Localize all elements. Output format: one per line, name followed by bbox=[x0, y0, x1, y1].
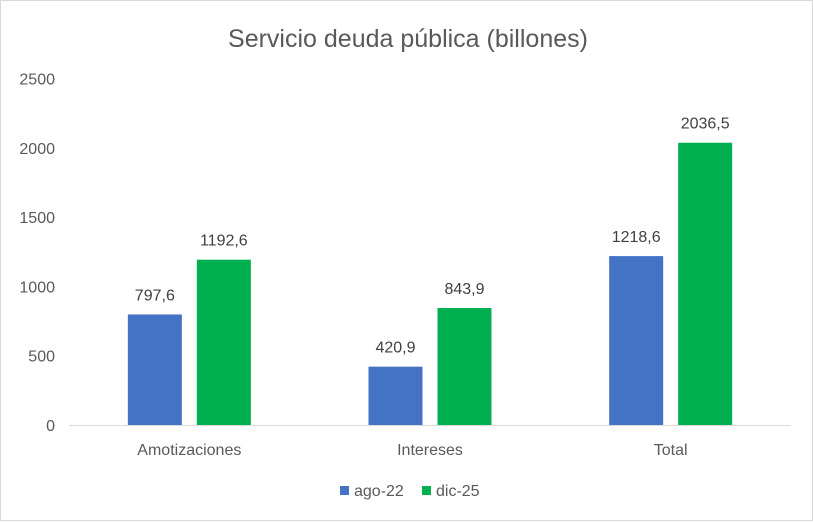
bar-ago-22 bbox=[368, 366, 423, 425]
data-label: 1192,6 bbox=[200, 233, 248, 250]
chart-title: Servicio deuda pública (billones) bbox=[228, 25, 588, 53]
bar-ago-22 bbox=[609, 256, 664, 425]
data-label: 843,9 bbox=[444, 281, 484, 298]
legend-label: ago-22 bbox=[354, 483, 404, 500]
x-category-label: Intereses bbox=[397, 442, 463, 459]
legend-swatch-ago-22 bbox=[340, 486, 349, 495]
legend: ago-22 dic-25 bbox=[340, 483, 480, 500]
x-category-label: Amotizaciones bbox=[137, 442, 241, 459]
data-labels: 797,6 1192,6 420,9 843,9 1218,6 2036,5 bbox=[135, 116, 730, 357]
data-label: 2036,5 bbox=[681, 116, 730, 133]
x-axis-categories: Amotizaciones Intereses Total bbox=[137, 442, 687, 459]
y-tick-label: 0 bbox=[46, 418, 55, 435]
legend-swatch-dic-25 bbox=[422, 486, 431, 495]
data-label: 420,9 bbox=[375, 340, 415, 357]
y-tick-label: 2500 bbox=[19, 72, 55, 89]
bars-group bbox=[127, 142, 733, 426]
legend-label: dic-25 bbox=[436, 483, 480, 500]
data-label: 797,6 bbox=[135, 287, 175, 304]
bar-ago-22 bbox=[127, 314, 182, 425]
y-tick-label: 2000 bbox=[19, 141, 55, 158]
y-tick-label: 1000 bbox=[19, 279, 55, 296]
y-axis-ticks: 0 500 1000 1500 2000 2500 bbox=[19, 72, 55, 436]
y-tick-label: 500 bbox=[28, 349, 55, 366]
data-label: 1218,6 bbox=[612, 229, 661, 246]
bar-dic-25 bbox=[437, 308, 492, 425]
bar-dic-25 bbox=[196, 259, 251, 425]
x-category-label: Total bbox=[654, 442, 688, 459]
y-tick-label: 1500 bbox=[19, 210, 55, 227]
bar-dic-25 bbox=[678, 142, 733, 426]
